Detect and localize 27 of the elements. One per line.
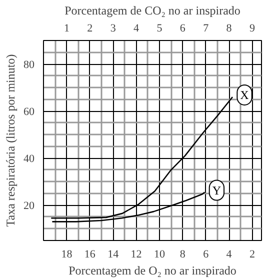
y-tick-label: 80 (24, 59, 35, 72)
series-label: Y (212, 183, 222, 198)
x-tick-label: 16 (84, 248, 96, 260)
x2-axis-title: Porcentagem de CO₂ no ar inspirado (64, 4, 240, 18)
x-tick-label: 10 (154, 248, 166, 260)
y-tick-label: 40 (24, 153, 35, 166)
x-axis-title: Porcentagem de O₂ no ar inspirado (68, 264, 236, 278)
x2-tick-label: 4 (134, 22, 140, 34)
x-tick-label: 8 (180, 248, 186, 260)
x-tick-label: 6 (203, 248, 210, 260)
y-axis-title: Taxa respiratória (litros por minuto) (4, 54, 18, 227)
x2-tick-label: 3 (110, 22, 116, 34)
x-tick-label: 18 (61, 248, 73, 260)
x2-tick-label: 7 (203, 22, 210, 34)
x2-tick-label: 5 (156, 22, 163, 34)
x2-tick-label: 2 (87, 22, 93, 34)
x-tick-label: 12 (130, 248, 142, 260)
y-tick-label: 20 (24, 200, 35, 212)
series-label: X (240, 88, 250, 102)
x-tick-label: 4 (226, 248, 232, 260)
x2-tick-label: 6 (180, 22, 186, 34)
x2-tick-label: 8 (226, 22, 232, 34)
x2-tick-label: 1 (64, 22, 70, 34)
x-tick-label: 14 (108, 248, 120, 260)
x-tick-label: 2 (249, 248, 255, 260)
x2-tick-label: 9 (249, 22, 256, 34)
y-tick-label: 60 (24, 106, 35, 118)
